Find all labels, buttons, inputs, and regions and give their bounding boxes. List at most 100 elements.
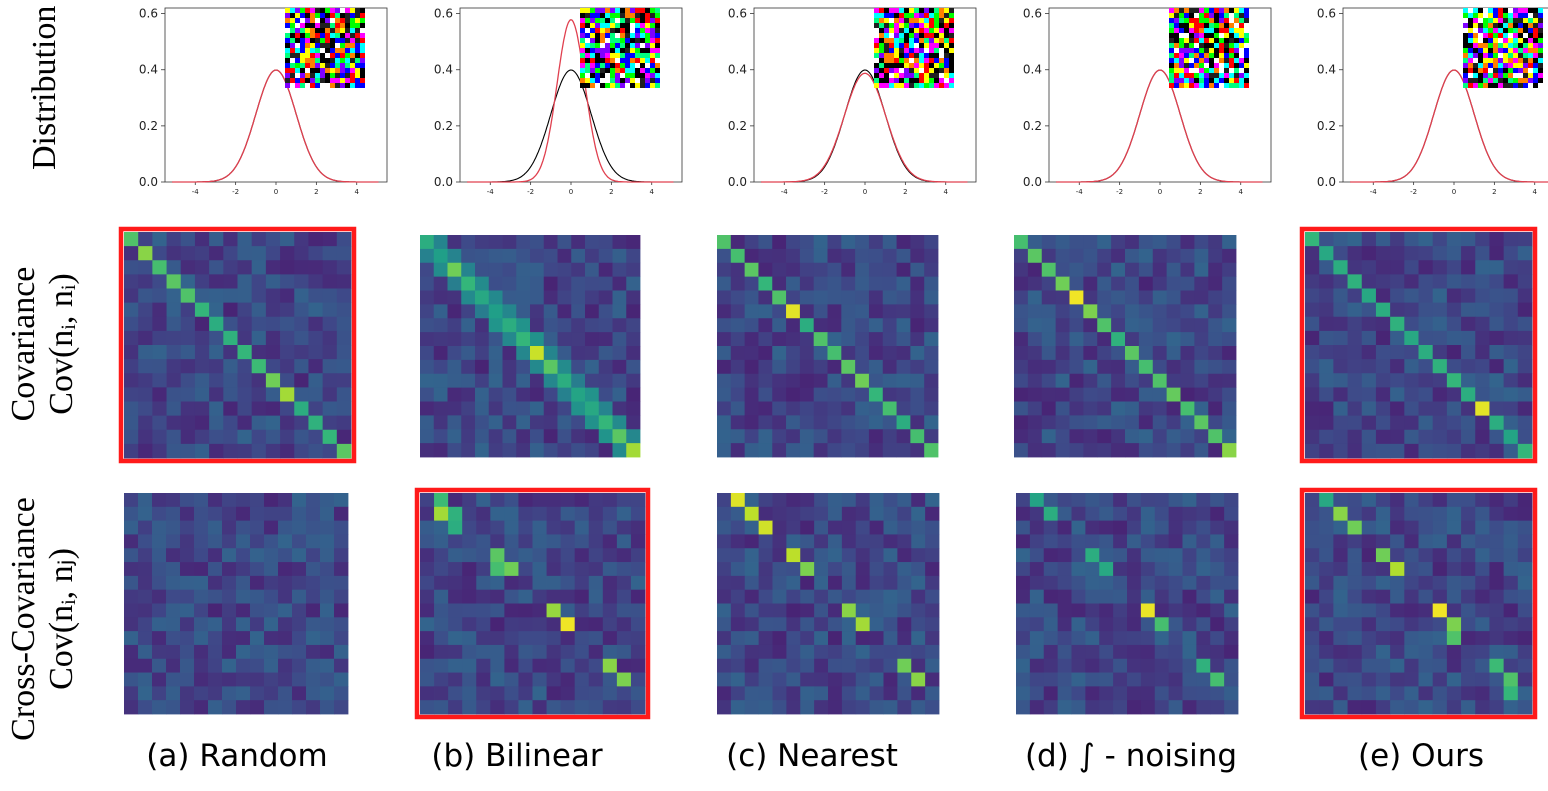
noise-pixel (1523, 53, 1528, 58)
heatmap-cell (543, 248, 558, 264)
heatmap-cell (1461, 302, 1476, 318)
noise-pixel (285, 63, 290, 68)
heatmap-cell (223, 246, 238, 261)
noise-pixel (1224, 78, 1229, 83)
heatmap-cell (1029, 562, 1045, 577)
heatmap-cell (1361, 686, 1377, 701)
heatmap-cell (598, 318, 613, 333)
heatmap-cell (1475, 575, 1490, 591)
noise-pixel (1214, 68, 1219, 73)
noise-pixel (650, 83, 655, 88)
noise-pixel (595, 73, 600, 78)
heatmap-cell (138, 359, 153, 374)
noise-pixel (605, 58, 610, 63)
noise-pixel (590, 33, 595, 38)
heatmap-cell (1210, 520, 1225, 535)
noise-pixel (655, 63, 660, 68)
heatmap-cell (1168, 548, 1183, 563)
heatmap-cell (896, 443, 911, 458)
heatmap-cell (1404, 316, 1419, 332)
noise-pixel (585, 68, 590, 73)
heatmap-cell (800, 686, 815, 701)
heatmap-cell (758, 248, 773, 264)
heatmap-cell (1404, 658, 1419, 673)
heatmap-cell (265, 330, 281, 346)
heatmap-cell (208, 548, 223, 563)
noise-pixel (315, 8, 320, 13)
heatmap-cell (730, 401, 746, 416)
noise-pixel (315, 73, 320, 78)
heatmap-cell (1461, 359, 1476, 374)
heatmap-cell (1446, 274, 1462, 289)
noise-pixel (1473, 48, 1478, 53)
heatmap-cell (1503, 443, 1519, 459)
heatmap-cell (560, 631, 576, 646)
y-tick-label: 0.4 (728, 63, 747, 77)
heatmap-cell (1461, 617, 1476, 632)
heatmap-cell (1319, 330, 1334, 346)
noise-pixel (904, 78, 909, 83)
heatmap-cell (237, 345, 253, 360)
heatmap-cell (462, 631, 477, 646)
heatmap-cell (420, 318, 435, 333)
heatmap-cell (504, 493, 519, 508)
noise-pixel (894, 78, 899, 83)
noise-pixel (585, 23, 590, 28)
heatmap-cell (911, 644, 926, 660)
heatmap-cell (585, 359, 600, 375)
heatmap-cell (334, 672, 349, 687)
heatmap-cell (420, 700, 435, 715)
noise-pixel (1169, 73, 1174, 78)
heatmap-cell (532, 631, 547, 646)
heatmap-cell (1432, 686, 1448, 701)
heatmap-cell (841, 644, 857, 660)
noise-pixel (929, 73, 934, 78)
heatmap-cell (1085, 562, 1100, 577)
noise-pixel (1533, 8, 1538, 13)
noise-pixel (919, 73, 924, 78)
heatmap-cell (546, 520, 562, 535)
noise-pixel (640, 23, 645, 28)
heatmap-cell (208, 506, 223, 522)
noise-pixel (899, 78, 904, 83)
heatmap-cell (557, 359, 572, 375)
noise-pixel (1209, 23, 1214, 28)
x-tick-label: -4 (1076, 188, 1084, 196)
heatmap-cell (1057, 603, 1072, 618)
heatmap-cell (560, 534, 576, 549)
noise-pixel (1229, 18, 1234, 23)
noise-pixel (355, 38, 360, 43)
heatmap-cell (502, 415, 517, 430)
noise-pixel (340, 73, 345, 78)
heatmap-cell (194, 534, 209, 549)
heatmap-cell (814, 562, 829, 577)
noise-pixel (1199, 23, 1204, 28)
y-tick-label: 0.4 (139, 63, 158, 77)
heatmap-cell (152, 302, 167, 318)
heatmap-cell (1168, 493, 1183, 508)
heatmap-cell (1489, 658, 1505, 673)
heatmap-cell (560, 575, 576, 591)
heatmap-cell (1347, 631, 1363, 646)
noise-pixel (655, 13, 660, 18)
heatmap-cell (320, 575, 335, 591)
heatmap-cell (1517, 373, 1533, 388)
heatmap-cell (518, 617, 533, 632)
heatmap-cell (1404, 534, 1419, 549)
noise-pixel (939, 73, 944, 78)
heatmap-cell (504, 617, 519, 632)
heatmap-cell (1418, 686, 1434, 701)
heatmap-cell (1182, 575, 1197, 591)
noise-pixel (355, 53, 360, 58)
heatmap-cell (772, 617, 787, 632)
heatmap-cell (1014, 290, 1029, 305)
heatmap-cell (124, 589, 139, 604)
heatmap-cell (626, 373, 641, 389)
noise-pixel (325, 23, 330, 28)
noise-pixel (1498, 13, 1503, 18)
heatmap-cell (543, 359, 558, 375)
heatmap-cell (730, 562, 746, 577)
noise-pixel (360, 38, 365, 43)
noise-pixel (919, 63, 924, 68)
heatmap-cell (518, 493, 533, 508)
